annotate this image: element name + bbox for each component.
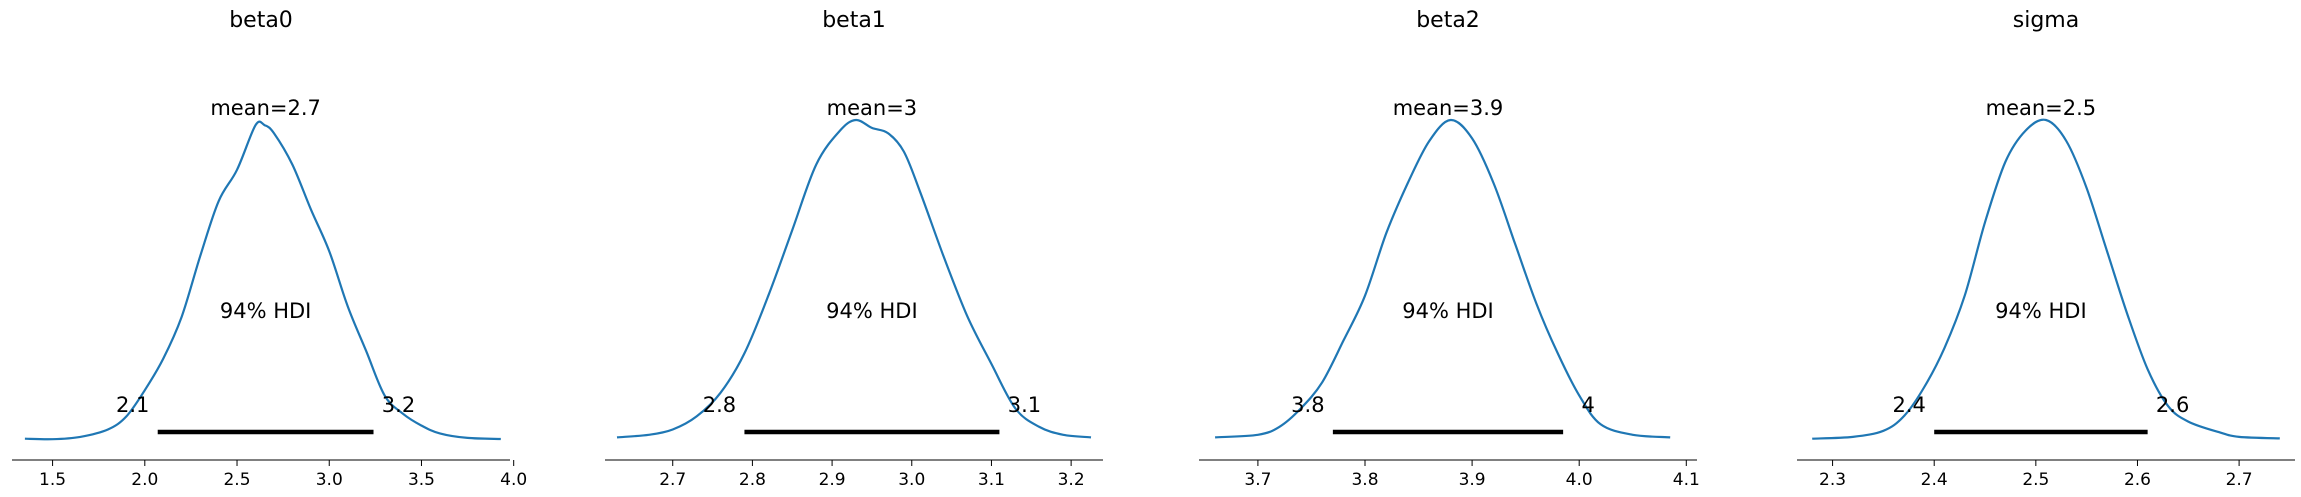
x-tick-label: 3.8 [1351, 470, 1378, 490]
x-tick-label: 2.3 [1819, 470, 1846, 490]
density-curve [24, 120, 501, 441]
x-tick-label: 3.7 [1244, 470, 1271, 490]
panel-beta2: beta2 3.8 4 mean=3.9 94% HDI 3.7 3.8 3.9 4.0 4.1 [1199, 8, 1700, 490]
hdi-upper-label: 3.2 [382, 393, 415, 417]
x-tick-label: 2.9 [819, 470, 846, 490]
mean-label: mean=3 [827, 96, 918, 120]
x-tick-label: 3.1 [978, 470, 1005, 490]
x-tick-label: 2.6 [2124, 470, 2151, 490]
hdi-upper-label: 3.1 [1008, 393, 1041, 417]
hdi-lower-label: 2.4 [1893, 393, 1926, 417]
x-tick-label: 2.8 [739, 470, 766, 490]
x-tick-label: 3.0 [316, 470, 343, 490]
x-tick-label: 2.0 [131, 470, 158, 490]
panel-title: beta1 [822, 8, 886, 33]
x-tick-label: 2.5 [223, 470, 250, 490]
x-tick-label: 3.0 [898, 470, 925, 490]
x-tick-label: 1.5 [39, 470, 66, 490]
density-curve [1812, 118, 2280, 440]
hdi-upper-label: 2.6 [2156, 393, 2189, 417]
panel-beta0: beta0 2.1 3.2 mean=2.7 94% HDI 1.5 2.0 2.5 3.0 3.… [12, 8, 527, 490]
x-tick-label: 4.0 [500, 470, 527, 490]
x-tick-label: 2.5 [2022, 470, 2049, 490]
hdi-lower-label: 3.8 [1291, 393, 1324, 417]
hdi-label: 94% HDI [1402, 299, 1494, 323]
hdi-label: 94% HDI [1995, 299, 2087, 323]
mean-label: mean=3.9 [1393, 96, 1504, 120]
hdi-upper-label: 4 [1581, 393, 1594, 417]
hdi-label: 94% HDI [826, 299, 918, 323]
x-tick-label: 3.2 [1058, 470, 1085, 490]
x-tick-label: 3.5 [408, 470, 435, 490]
density-curve [616, 118, 1092, 439]
hdi-lower-label: 2.1 [116, 393, 149, 417]
x-tick-label: 2.7 [659, 470, 686, 490]
x-tick-label: 2.4 [1921, 470, 1948, 490]
mean-label: mean=2.7 [210, 96, 321, 120]
density-curve [1215, 118, 1671, 439]
panel-title: beta0 [229, 8, 293, 33]
hdi-label: 94% HDI [220, 299, 312, 323]
x-tick-label: 4.1 [1673, 470, 1700, 490]
x-tick-label: 4.0 [1566, 470, 1593, 490]
panel-sigma: sigma 2.4 2.6 mean=2.5 94% HDI 2.3 2.4 2.5 2.6 2.… [1797, 8, 2295, 490]
panel-title: beta2 [1416, 8, 1480, 33]
panel-title: sigma [2013, 8, 2079, 33]
panel-beta1: beta1 2.8 3.1 mean=3 94% HDI 2.7 2.8 2.9 3.0 3.1 3… [605, 8, 1103, 490]
x-tick-label: 2.7 [2226, 470, 2253, 490]
mean-label: mean=2.5 [1986, 96, 2097, 120]
hdi-lower-label: 2.8 [703, 393, 736, 417]
x-tick-label: 3.9 [1459, 470, 1486, 490]
